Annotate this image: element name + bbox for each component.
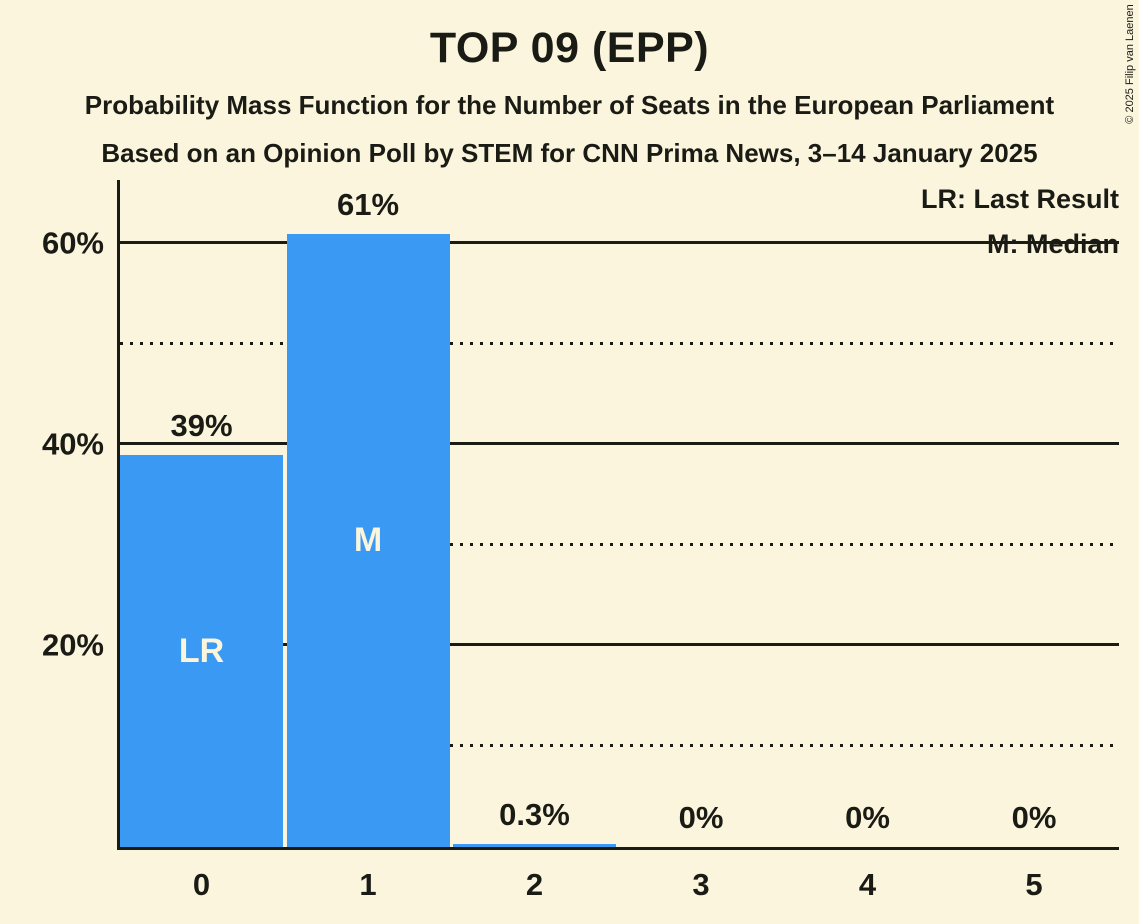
chart-subtitle-1: Probability Mass Function for the Number… bbox=[84, 90, 1055, 120]
bar-value-label-0: 39% bbox=[170, 407, 233, 443]
gridline-dotted-10 bbox=[120, 743, 1119, 747]
bar-value-label-2: 0.3% bbox=[499, 796, 570, 832]
bar-annotation-M: M bbox=[353, 521, 383, 560]
x-tick-label-0: 0 bbox=[192, 867, 211, 902]
legend-median: M: Median bbox=[987, 229, 1119, 259]
gridline-solid-40 bbox=[120, 442, 1119, 445]
copyright-text: © 2025 Filip van Laenen bbox=[1124, 4, 1136, 124]
x-axis-line bbox=[117, 847, 1119, 850]
x-tick-label-2: 2 bbox=[525, 867, 544, 902]
chart-title: TOP 09 (EPP) bbox=[429, 24, 710, 72]
x-tick-label-1: 1 bbox=[359, 867, 377, 902]
chart-subtitle-2: Based on an Opinion Poll by STEM for CNN… bbox=[101, 138, 1038, 168]
gridline-solid-60 bbox=[120, 241, 1119, 244]
bar-annotation-LR: LR bbox=[178, 632, 225, 671]
bar-value-label-4: 0% bbox=[845, 799, 890, 835]
y-tick-label-20%: 20% bbox=[41, 627, 104, 662]
bar-seats-0 bbox=[120, 455, 283, 847]
legend-last-result: LR: Last Result bbox=[920, 184, 1119, 214]
bar-value-label-1: 61% bbox=[336, 186, 400, 222]
y-axis-line bbox=[117, 180, 120, 850]
x-tick-label-3: 3 bbox=[692, 867, 710, 902]
x-tick-label-5: 5 bbox=[1025, 867, 1043, 902]
bar-seats-2 bbox=[453, 844, 616, 847]
bar-seats-1 bbox=[286, 233, 450, 847]
plot-area: LR: Last Result M: Median 20% 40% 60% 39% LR… bbox=[42, 180, 1119, 900]
gridline-dotted-50 bbox=[120, 341, 1119, 345]
x-tick-label-4: 4 bbox=[858, 867, 877, 902]
y-tick-label-60%: 60% bbox=[41, 225, 104, 260]
gridline-solid-20 bbox=[120, 643, 1119, 646]
bar-value-label-5: 0% bbox=[1011, 799, 1057, 835]
bar-value-label-3: 0% bbox=[678, 799, 724, 835]
y-tick-label-40%: 40% bbox=[41, 426, 104, 461]
gridline-dotted-30 bbox=[120, 542, 1119, 546]
